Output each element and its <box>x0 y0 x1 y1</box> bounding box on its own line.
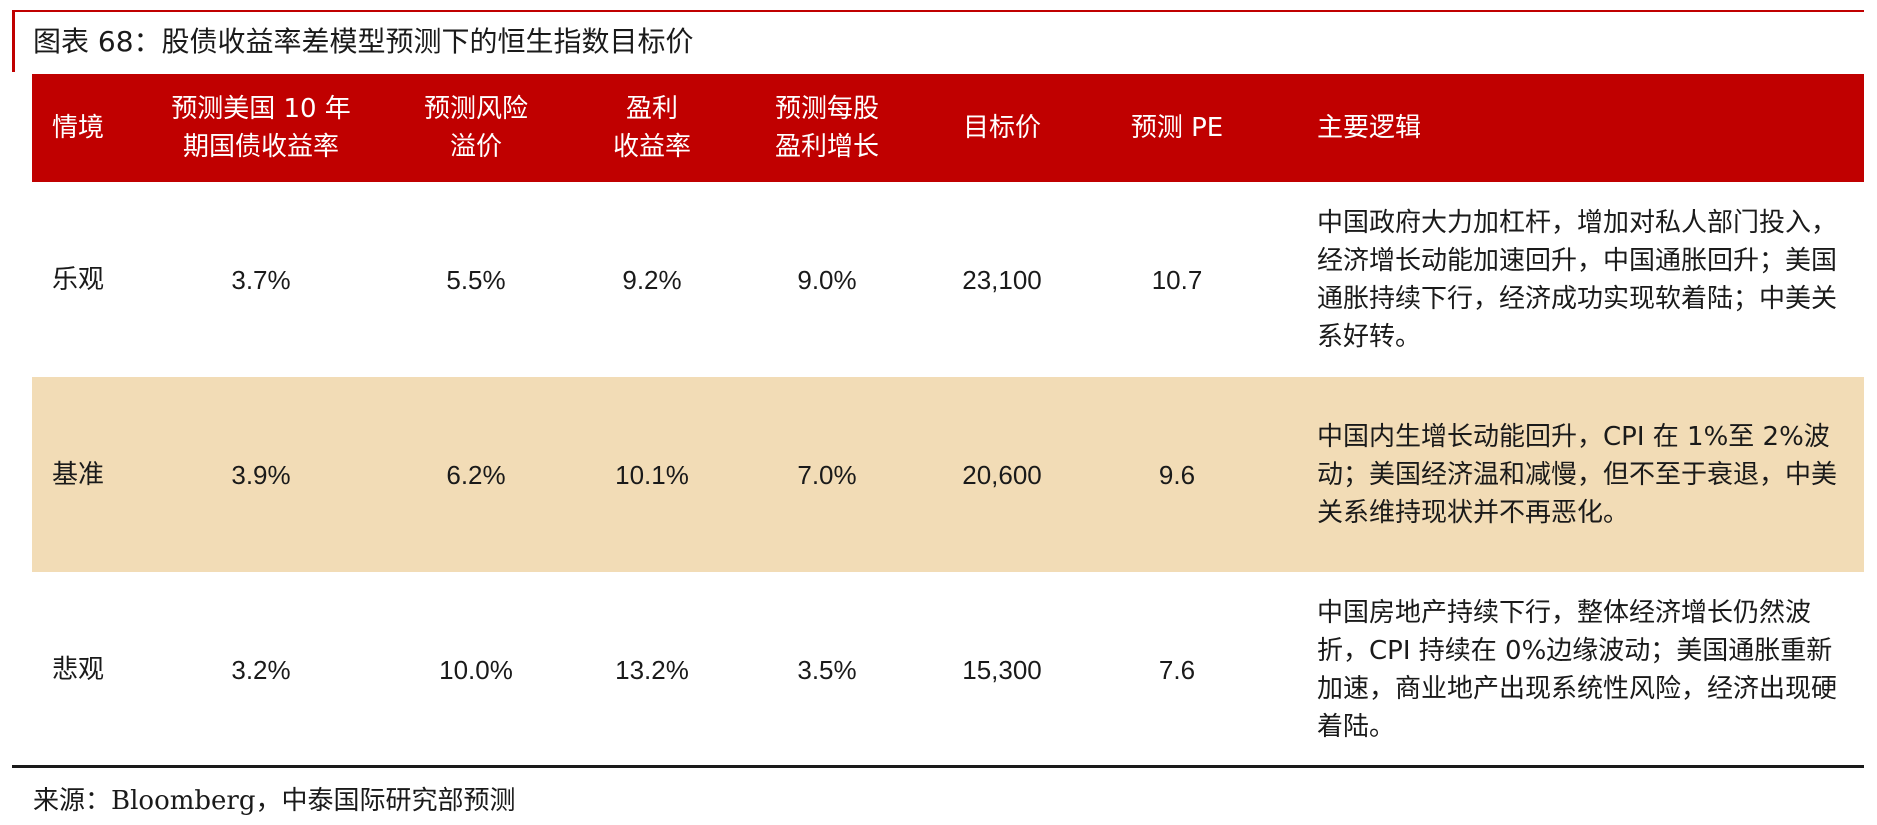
logic-cell: 中国内生增长动能回升，CPI 在 1%至 2%波动；美国经济温和减慢，但不至于衰… <box>1317 421 1838 528</box>
header-earnings-yield: 盈利 收益率 <box>612 94 691 162</box>
earnings-yield-cell: 9.2% <box>622 264 682 295</box>
figure-title: 图表 68：股债收益率差模型预测下的恒生指数目标价 <box>33 25 694 58</box>
header-target-price: 目标价 <box>962 113 1041 143</box>
pe-cell: 7.6 <box>1158 654 1196 685</box>
table-bottom-rule <box>12 765 1864 768</box>
header-risk-premium: 预测风险 溢价 <box>423 94 528 162</box>
scenario-cell: 基准 <box>52 459 105 490</box>
earnings-yield-cell: 10.1% <box>615 459 689 490</box>
earnings-yield-cell: 13.2% <box>615 654 689 685</box>
eps-growth-cell: 9.0% <box>797 264 857 295</box>
title-top-rule <box>12 10 1864 12</box>
scenario-cell: 悲观 <box>52 654 105 685</box>
target-price-cell: 15,300 <box>962 654 1042 685</box>
header-us10y: 预测美国 10 年 期国债收益率 <box>171 94 351 162</box>
logic-cell: 中国房地产持续下行，整体经济增长仍然波折，CPI 持续在 0%边缘波动；美国通胀… <box>1317 597 1838 742</box>
pe-cell: 10.7 <box>1151 264 1203 295</box>
eps-growth-cell: 3.5% <box>797 654 857 685</box>
risk-premium-cell: 5.5% <box>446 264 506 295</box>
table-row-pessimistic: 悲观 3.2% 10.0% 13.2% 3.5% 15,300 7.6 中国房地… <box>32 572 1864 767</box>
target-price-cell: 20,600 <box>962 459 1042 490</box>
forecast-table: 情境 预测美国 10 年 期国债收益率 预测风险 溢价 盈利 收益率 预测每股 … <box>32 74 1864 767</box>
us10y-cell: 3.9% <box>231 459 291 490</box>
risk-premium-cell: 10.0% <box>439 654 513 685</box>
table-row-base: 基准 3.9% 6.2% 10.1% 7.0% 20,600 9.6 中国内生增… <box>32 377 1864 572</box>
target-price-cell: 23,100 <box>962 264 1042 295</box>
header-scenario: 情境 <box>52 113 105 143</box>
header-pe: 预测 PE <box>1130 113 1224 143</box>
scenario-cell: 乐观 <box>52 264 105 295</box>
eps-growth-cell: 7.0% <box>797 459 857 490</box>
title-accent-bar <box>12 10 15 72</box>
table-header-row: 情境 预测美国 10 年 期国债收益率 预测风险 溢价 盈利 收益率 预测每股 … <box>32 74 1864 182</box>
source-note: 来源：Bloomberg，中泰国际研究部预测 <box>33 786 516 816</box>
pe-cell: 9.6 <box>1158 459 1196 490</box>
header-eps-growth: 预测每股 盈利增长 <box>774 94 879 162</box>
logic-cell: 中国政府大力加杠杆，增加对私人部门投入，经济增长动能加速回升，中国通胀回升；美国… <box>1317 207 1838 352</box>
us10y-cell: 3.2% <box>231 654 291 685</box>
us10y-cell: 3.7% <box>231 264 291 295</box>
risk-premium-cell: 6.2% <box>446 459 506 490</box>
table-row-optimistic: 乐观 3.7% 5.5% 9.2% 9.0% 23,100 10.7 中国政府大… <box>32 182 1864 377</box>
header-logic: 主要逻辑 <box>1317 113 1422 143</box>
